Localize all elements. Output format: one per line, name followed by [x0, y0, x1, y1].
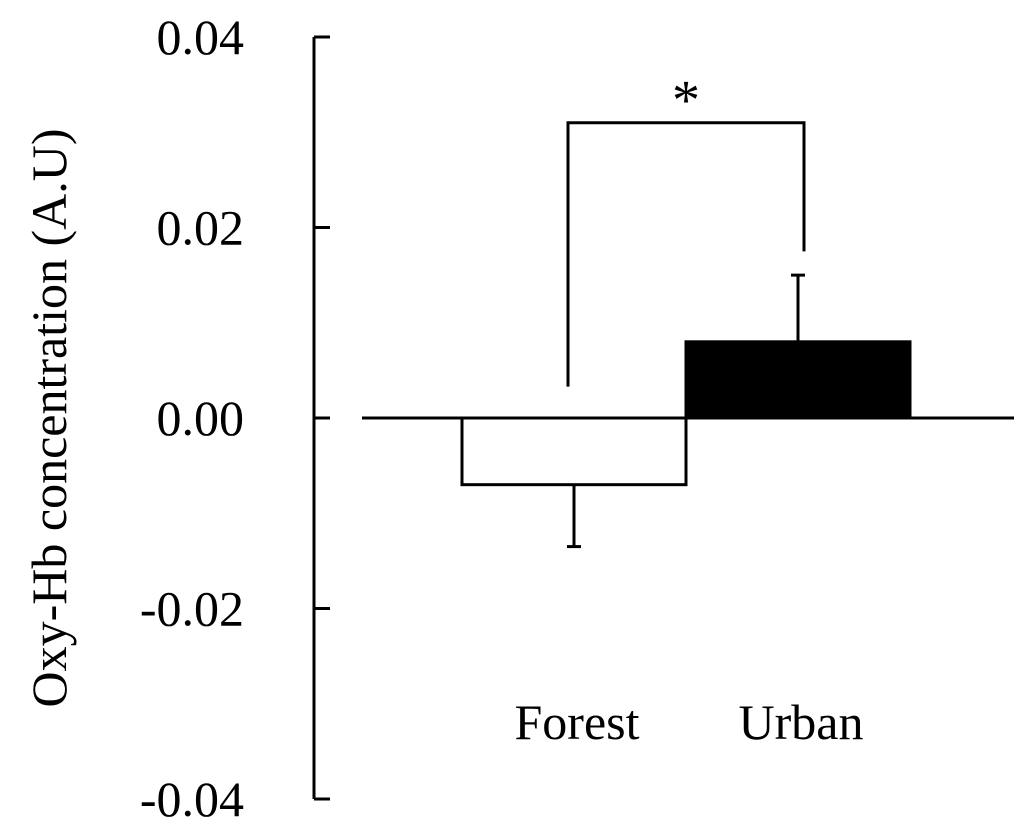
bars [460, 340, 912, 487]
y-tick-label: 0.02 [157, 200, 245, 256]
significance-annotation: * [566, 70, 806, 387]
significance-bracket [566, 121, 806, 387]
y-axis-label: Oxy-Hb concentration (A.U) [21, 129, 77, 708]
y-tick-label: 0.00 [157, 390, 245, 446]
bar-urban [684, 340, 912, 420]
bar-forest [460, 416, 688, 487]
y-tick-label: 0.04 [157, 9, 245, 65]
x-tick-label: Urban [739, 694, 864, 750]
significance-star: * [672, 70, 700, 132]
error-bars [567, 273, 805, 549]
y-tick-label: -0.04 [140, 771, 244, 827]
x-tick-label: Forest [515, 694, 640, 750]
labels: 0.04 0.02 0.00 -0.02 -0.04 Forest Urban [140, 9, 864, 827]
y-tick-label: -0.02 [140, 581, 244, 637]
